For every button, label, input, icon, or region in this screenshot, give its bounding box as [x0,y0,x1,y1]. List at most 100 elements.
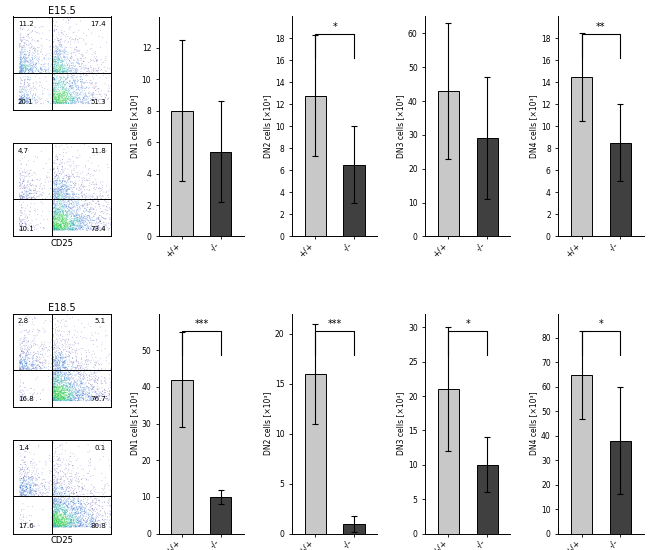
Point [43,67,53,75]
Point [18,490,29,498]
Point [31,396,42,405]
Point [71,521,81,530]
Point [103,186,114,195]
Point [27,360,37,368]
Point [54,379,64,388]
Point [47,67,58,76]
Point [49,488,60,497]
Point [49,97,59,106]
Point [58,513,69,522]
Point [58,299,69,308]
Point [62,396,72,405]
Point [65,395,75,404]
Point [67,72,77,81]
Point [58,389,68,398]
Point [32,373,42,382]
Point [57,62,67,70]
Point [64,368,75,377]
Point [68,94,78,102]
Point [56,99,66,108]
Point [41,69,51,78]
Point [62,519,72,527]
Point [50,215,60,224]
Point [52,207,62,216]
Point [53,91,64,100]
Point [69,393,79,402]
Point [72,205,83,214]
Point [66,199,77,208]
Point [50,391,60,400]
Point [65,383,75,392]
Point [36,350,46,359]
Point [101,222,112,230]
Point [49,365,60,373]
Point [32,365,42,374]
Point [52,521,62,530]
Point [136,210,146,218]
Point [84,516,95,525]
Point [49,349,60,358]
Point [60,222,70,230]
Point [31,189,41,197]
Point [16,55,26,64]
Point [64,24,75,32]
Point [56,490,66,498]
Point [49,382,60,390]
Point [62,501,72,510]
Point [54,199,64,208]
Point [71,222,81,230]
Point [50,60,60,69]
Point [59,84,70,92]
Point [64,392,75,401]
Point [24,68,34,77]
Point [62,223,72,232]
Point [23,491,34,500]
Point [57,458,68,466]
Point [47,382,57,390]
Point [25,211,35,219]
Point [51,488,61,497]
Point [55,505,65,514]
Point [65,53,75,62]
Point [102,509,112,518]
Point [49,197,60,206]
Point [57,522,67,531]
Point [54,92,64,101]
Point [68,496,79,504]
Point [59,224,70,233]
Point [142,226,153,234]
Point [49,475,60,483]
Point [55,35,66,44]
Point [61,67,72,76]
Point [21,97,31,106]
Point [59,226,70,234]
Point [44,68,55,77]
Point [56,64,66,73]
Point [53,94,64,103]
Point [49,388,60,397]
Point [81,396,91,405]
Point [72,377,83,386]
Point [97,392,107,401]
Point [38,54,49,63]
Point [58,196,68,205]
Point [106,223,116,232]
Point [85,393,96,402]
Point [49,387,60,396]
Point [17,45,27,54]
Point [52,384,62,393]
Point [83,176,93,185]
Point [49,219,59,228]
Point [104,494,114,503]
Point [112,368,123,377]
Point [103,226,113,234]
Point [31,59,41,68]
Point [81,522,92,531]
Point [30,480,40,488]
Point [16,225,27,234]
Point [57,503,68,512]
Point [55,388,66,397]
Point [54,78,64,87]
Point [21,513,32,522]
Point [62,190,72,199]
